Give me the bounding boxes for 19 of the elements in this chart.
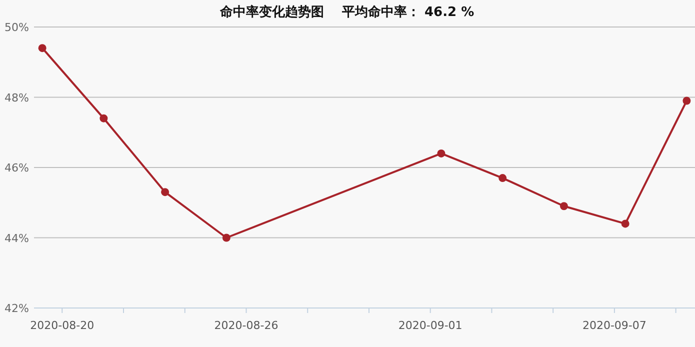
y-tick-label: 48% bbox=[4, 91, 29, 104]
point bbox=[161, 188, 170, 196]
point bbox=[682, 96, 691, 105]
point bbox=[437, 149, 446, 158]
y-tick-label: 46% bbox=[4, 162, 29, 174]
point bbox=[100, 114, 108, 122]
point bbox=[38, 44, 46, 52]
point bbox=[222, 234, 230, 242]
y-tick-label: 50% bbox=[4, 21, 29, 34]
x-tick-label: 2020-09-01 bbox=[398, 319, 462, 332]
x-tick-label: 2020-08-20 bbox=[30, 319, 94, 332]
point bbox=[621, 220, 630, 228]
x-tick-label: 2020-09-07 bbox=[582, 319, 646, 332]
chart-title: 命中率变化趋势图 平均命中率： 46.2 % bbox=[218, 4, 474, 20]
point bbox=[498, 174, 507, 182]
y-tick-label: 42% bbox=[4, 302, 29, 315]
point bbox=[560, 202, 568, 210]
x-tick-label: 2020-08-26 bbox=[214, 319, 278, 332]
y-tick-label: 44% bbox=[4, 232, 29, 245]
